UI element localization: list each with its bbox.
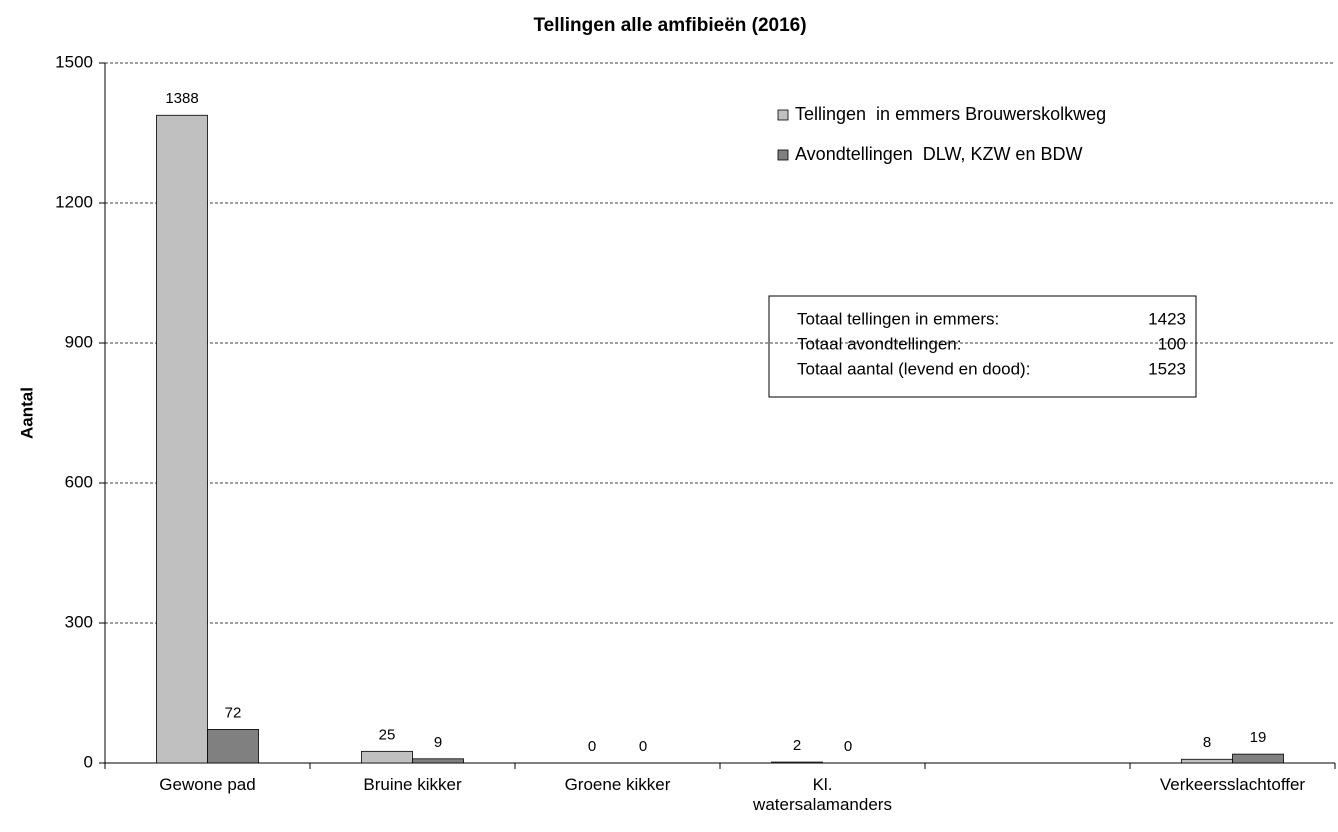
annotation-label: Totaal aantal (levend en dood):	[797, 359, 1030, 378]
x-tick-label: Bruine kikker	[363, 775, 462, 794]
bar	[156, 114, 208, 764]
y-tick-label: 1200	[55, 192, 93, 211]
x-tick-label-box: Groene kikker	[543, 775, 693, 795]
x-tick-label: Gewone pad	[159, 775, 256, 794]
data-label: 19	[1250, 729, 1267, 746]
data-label: 8	[1203, 734, 1211, 751]
annotation-value: 100	[1158, 334, 1186, 353]
annotation-label: Totaal tellingen in emmers:	[797, 309, 999, 328]
data-label: 0	[844, 738, 852, 755]
legend-label: Tellingen in emmers Brouwerskolkweg	[795, 104, 1106, 124]
x-tick-label: Verkeersslachtoffer	[1159, 775, 1306, 794]
legend-label: Avondtellingen DLW, KZW en BDW	[795, 144, 1082, 164]
annotation-box	[768, 295, 1197, 398]
bar	[1232, 753, 1284, 764]
y-tick-label: 300	[65, 612, 93, 631]
y-tick-label: 900	[65, 332, 93, 351]
data-label: 9	[434, 734, 442, 751]
y-axis-label: Aantal	[17, 387, 36, 439]
bar	[361, 750, 413, 764]
x-tick-label-box: Bruine kikker	[338, 775, 488, 795]
data-label: 0	[639, 738, 647, 755]
bar	[207, 729, 259, 764]
data-label: 2	[793, 737, 801, 754]
bar	[771, 761, 823, 764]
legend-swatch	[777, 109, 789, 121]
legend-swatch	[777, 149, 789, 161]
annotation-label: Totaal avondtellingen:	[797, 334, 961, 353]
y-tick-label: 1500	[55, 52, 93, 71]
x-tick-label-box: Kl. watersalamanders	[748, 775, 898, 815]
x-tick-label-box: Verkeersslachtoffer	[1158, 775, 1308, 795]
x-tick-label: Kl. watersalamanders	[753, 775, 892, 814]
x-tick-label: Groene kikker	[564, 775, 671, 794]
chart-title: Tellingen alle amfibieën (2016)	[533, 15, 806, 36]
y-tick-label: 0	[84, 752, 93, 771]
x-tick-label-box: Gewone pad	[133, 775, 283, 795]
data-label: 25	[379, 726, 396, 743]
bar	[412, 758, 464, 764]
y-tick-label: 600	[65, 472, 93, 491]
data-label: 72	[225, 704, 242, 721]
bar	[1181, 758, 1233, 764]
annotation-value: 1523	[1148, 359, 1186, 378]
data-label: 1388	[165, 90, 198, 107]
data-label: 0	[588, 738, 596, 755]
annotation-value: 1423	[1148, 309, 1186, 328]
